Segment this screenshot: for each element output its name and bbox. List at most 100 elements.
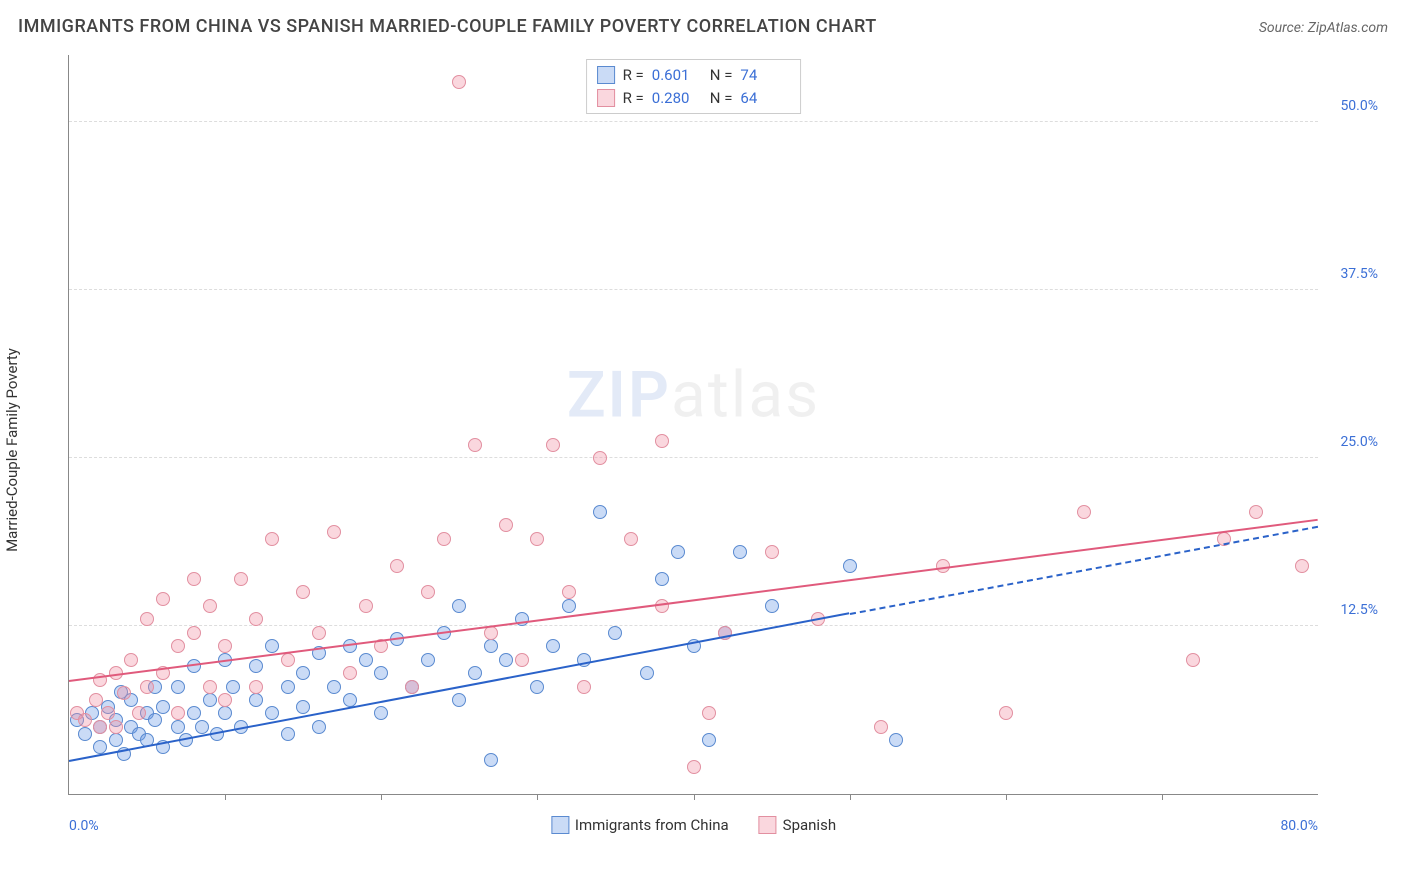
data-point (281, 680, 295, 694)
data-point (327, 525, 341, 539)
data-point (655, 572, 669, 586)
data-point (101, 706, 115, 720)
data-point (359, 599, 373, 613)
watermark: ZIPatlas (567, 357, 820, 432)
data-point (312, 720, 326, 734)
data-point (468, 438, 482, 452)
data-point (874, 720, 888, 734)
data-point (249, 612, 263, 626)
data-point (203, 693, 217, 707)
data-point (296, 666, 310, 680)
data-point (452, 75, 466, 89)
data-point (687, 760, 701, 774)
data-point (132, 706, 146, 720)
data-point (327, 680, 341, 694)
data-point (265, 639, 279, 653)
plot-area: ZIPatlas R = 0.601 N = 74 R = 0.280 N = … (68, 55, 1318, 795)
data-point (140, 680, 154, 694)
data-point (1077, 505, 1091, 519)
data-point (624, 532, 638, 546)
data-point (1249, 505, 1263, 519)
data-point (702, 733, 716, 747)
data-point (562, 585, 576, 599)
data-point (655, 434, 669, 448)
data-point (390, 559, 404, 573)
data-point (89, 693, 103, 707)
x-tick (694, 794, 695, 800)
legend-item-china: Immigrants from China (551, 816, 729, 834)
data-point (546, 438, 560, 452)
data-point (78, 727, 92, 741)
data-point (499, 653, 513, 667)
data-point (249, 680, 263, 694)
data-point (156, 592, 170, 606)
data-point (281, 653, 295, 667)
data-point (765, 545, 779, 559)
data-point (515, 653, 529, 667)
data-point (124, 653, 138, 667)
data-point (249, 659, 263, 673)
x-tick (1006, 794, 1007, 800)
data-point (515, 612, 529, 626)
x-tick (225, 794, 226, 800)
data-point (171, 639, 185, 653)
data-point (608, 626, 622, 640)
legend-item-spanish: Spanish (759, 816, 836, 834)
chart-title: IMMIGRANTS FROM CHINA VS SPANISH MARRIED… (18, 16, 877, 37)
data-point (140, 612, 154, 626)
data-point (640, 666, 654, 680)
y-axis-label: Married-Couple Family Poverty (3, 348, 21, 552)
data-point (999, 706, 1013, 720)
x-tick (1162, 794, 1163, 800)
data-point (359, 653, 373, 667)
data-point (530, 680, 544, 694)
data-point (218, 639, 232, 653)
data-point (421, 585, 435, 599)
data-point (109, 733, 123, 747)
data-point (78, 713, 92, 727)
data-point (546, 639, 560, 653)
data-point (702, 706, 716, 720)
data-point (499, 518, 513, 532)
data-point (156, 700, 170, 714)
data-point (187, 572, 201, 586)
data-point (374, 666, 388, 680)
data-point (195, 720, 209, 734)
data-point (421, 653, 435, 667)
y-tick-label: 50.0% (1323, 98, 1378, 114)
data-point (281, 727, 295, 741)
data-point (226, 680, 240, 694)
data-point (343, 666, 357, 680)
data-point (109, 720, 123, 734)
data-point (187, 626, 201, 640)
x-tick (381, 794, 382, 800)
data-point (171, 706, 185, 720)
gridline (69, 121, 1318, 122)
data-point (374, 706, 388, 720)
data-point (312, 626, 326, 640)
y-tick-label: 12.5% (1323, 602, 1378, 618)
data-point (437, 532, 451, 546)
data-point (765, 599, 779, 613)
data-point (93, 740, 107, 754)
series-legend: Immigrants from China Spanish (551, 816, 836, 834)
swatch-china (597, 66, 615, 84)
data-point (593, 505, 607, 519)
data-point (93, 720, 107, 734)
data-point (484, 639, 498, 653)
x-min-label: 0.0% (69, 818, 99, 834)
y-tick-label: 37.5% (1323, 266, 1378, 282)
data-point (171, 720, 185, 734)
data-point (203, 599, 217, 613)
x-tick (537, 794, 538, 800)
data-point (468, 666, 482, 680)
data-point (577, 680, 591, 694)
data-point (148, 713, 162, 727)
data-point (1295, 559, 1309, 573)
data-point (593, 451, 607, 465)
y-tick-label: 25.0% (1323, 434, 1378, 450)
data-point (1186, 653, 1200, 667)
data-point (265, 706, 279, 720)
legend-row-spanish: R = 0.280 N = 64 (597, 87, 791, 110)
data-point (562, 599, 576, 613)
